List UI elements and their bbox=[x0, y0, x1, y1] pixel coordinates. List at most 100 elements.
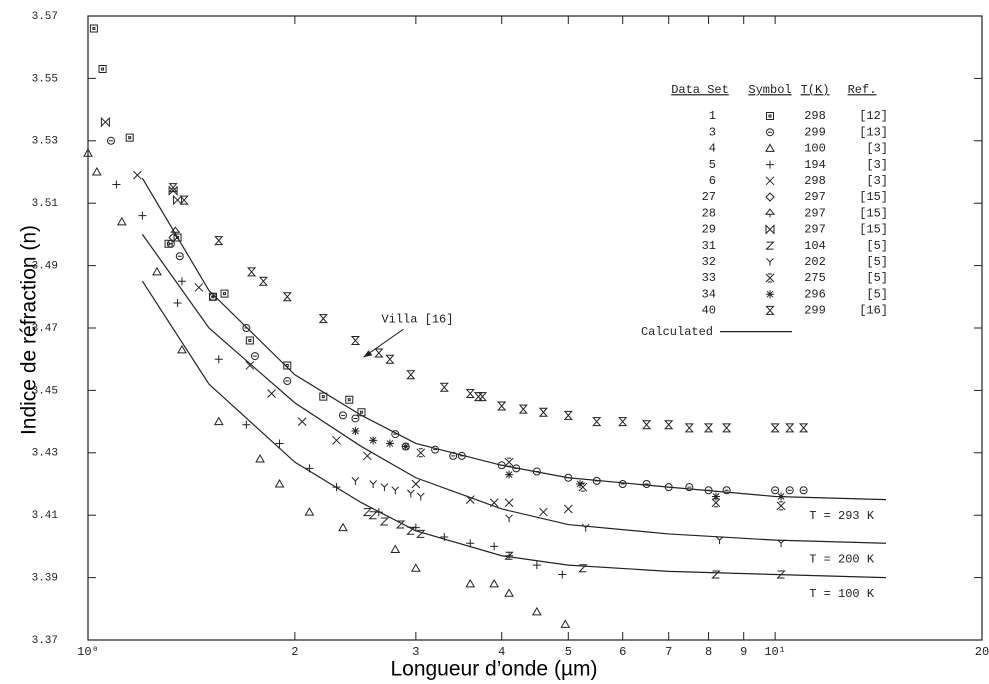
x-tick-label: 8 bbox=[705, 645, 712, 659]
y-tick-label: 3.53 bbox=[32, 136, 58, 148]
data-point bbox=[91, 166, 102, 176]
y-tick-label: 3.45 bbox=[32, 385, 58, 397]
legend-temperature: 100 bbox=[804, 142, 826, 156]
data-point bbox=[369, 436, 378, 445]
data-point bbox=[283, 377, 292, 386]
legend-symbol bbox=[765, 176, 775, 186]
y-tick-label: 3.55 bbox=[32, 73, 58, 85]
data-point bbox=[466, 539, 475, 548]
data-point bbox=[297, 417, 307, 426]
x-tick-label: 10¹ bbox=[764, 645, 786, 659]
data-point bbox=[711, 498, 721, 508]
data-point bbox=[168, 183, 178, 193]
data-point bbox=[362, 451, 372, 461]
calculated-curve bbox=[141, 234, 887, 544]
legend-temperature: 194 bbox=[804, 158, 826, 172]
data-point bbox=[194, 283, 204, 292]
data-point bbox=[208, 292, 217, 301]
data-point bbox=[539, 507, 548, 517]
data-point bbox=[304, 507, 315, 516]
data-point bbox=[465, 578, 476, 588]
legend-symbol bbox=[764, 208, 776, 218]
legend-symbol bbox=[765, 305, 775, 315]
data-point bbox=[770, 423, 780, 433]
x-tick-label: 7 bbox=[665, 645, 672, 659]
legend-symbol bbox=[766, 112, 774, 120]
data-point bbox=[106, 136, 115, 145]
data-point bbox=[776, 501, 786, 511]
curve-label: T = 293 K bbox=[809, 509, 875, 523]
data-point bbox=[245, 336, 254, 345]
legend-name: 3 bbox=[709, 125, 716, 139]
y-tick-label: 3.57 bbox=[32, 11, 58, 23]
data-point bbox=[116, 216, 127, 226]
data-point bbox=[282, 292, 292, 302]
data-point bbox=[578, 564, 588, 573]
legend-reference: [3] bbox=[866, 142, 888, 156]
x-tick-label: 5 bbox=[565, 645, 572, 659]
data-point bbox=[332, 435, 341, 445]
y-tick-label: 3.41 bbox=[32, 510, 59, 522]
data-point bbox=[100, 116, 110, 128]
legend-symbol bbox=[765, 192, 775, 202]
legend-header: Data Set bbox=[671, 83, 729, 97]
legend-reference: [16] bbox=[859, 304, 888, 318]
legend-symbol bbox=[766, 290, 774, 299]
x-tick-label: 6 bbox=[619, 645, 626, 659]
calculated-curve bbox=[141, 177, 887, 501]
data-point bbox=[351, 426, 360, 435]
legend-reference: [15] bbox=[859, 223, 888, 237]
data-point bbox=[401, 442, 410, 451]
data-point bbox=[98, 65, 107, 74]
data-point bbox=[411, 479, 421, 489]
legend-name: 31 bbox=[702, 239, 716, 253]
legend-temperature: 297 bbox=[804, 223, 826, 237]
data-point bbox=[220, 289, 229, 298]
legend-symbol bbox=[765, 224, 775, 235]
legend-reference: [12] bbox=[859, 109, 888, 123]
legend-name: 32 bbox=[702, 255, 716, 269]
data-point bbox=[440, 533, 449, 542]
data-point bbox=[406, 370, 416, 380]
data-point bbox=[439, 382, 449, 392]
x-tick-label: 9 bbox=[740, 645, 747, 659]
legend-name: 34 bbox=[702, 287, 716, 301]
legend-symbol bbox=[765, 143, 775, 152]
data-point bbox=[641, 420, 652, 430]
legend-name: 40 bbox=[702, 304, 716, 318]
data-point bbox=[391, 486, 400, 495]
data-point bbox=[618, 480, 627, 488]
y-tick-label: 3.47 bbox=[32, 323, 58, 335]
legend-symbol bbox=[766, 160, 774, 169]
legend-name: 29 bbox=[702, 223, 716, 237]
legend-calculated: Calculated bbox=[641, 325, 713, 339]
y-tick-label: 3.51 bbox=[32, 198, 59, 210]
data-point bbox=[504, 551, 514, 560]
data-point bbox=[711, 492, 720, 501]
data-point bbox=[177, 277, 186, 286]
legend-header: Ref. bbox=[848, 83, 877, 97]
curve-label: T = 200 K bbox=[809, 552, 875, 566]
data-point bbox=[560, 619, 571, 628]
data-point bbox=[362, 508, 373, 517]
legend-name: 5 bbox=[709, 158, 716, 172]
data-point bbox=[518, 404, 528, 414]
data-point bbox=[125, 133, 134, 142]
y-tick-label: 3.39 bbox=[32, 573, 58, 585]
legend-name: 6 bbox=[709, 174, 716, 188]
legend-reference: [13] bbox=[859, 125, 888, 139]
data-point bbox=[416, 492, 425, 501]
data-point bbox=[618, 417, 628, 427]
data-point bbox=[504, 457, 514, 467]
legend-header: T(K) bbox=[801, 83, 830, 97]
data-point bbox=[245, 361, 255, 370]
data-point bbox=[385, 439, 394, 448]
legend-temperature: 202 bbox=[804, 255, 826, 269]
data-point bbox=[214, 355, 223, 364]
data-point bbox=[274, 478, 285, 488]
data-point bbox=[416, 529, 426, 538]
data-point bbox=[722, 423, 732, 433]
legend-temperature: 104 bbox=[804, 239, 826, 253]
data-point bbox=[369, 480, 378, 488]
